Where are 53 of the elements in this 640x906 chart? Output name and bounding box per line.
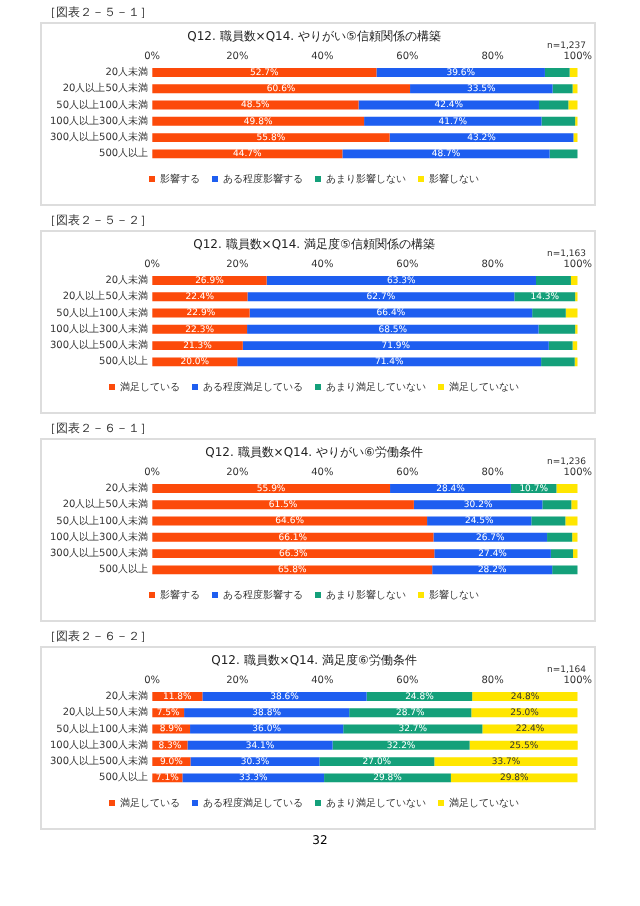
bar bbox=[532, 308, 566, 318]
bar bbox=[152, 500, 414, 510]
bar bbox=[152, 484, 391, 494]
bar bbox=[152, 516, 428, 526]
bar bbox=[547, 532, 573, 542]
bar bbox=[343, 724, 483, 734]
bar bbox=[434, 757, 578, 767]
bar bbox=[152, 549, 435, 559]
bar bbox=[531, 516, 566, 526]
bar bbox=[376, 68, 545, 78]
bar bbox=[184, 708, 350, 718]
bar bbox=[552, 84, 573, 94]
bar bbox=[536, 276, 571, 286]
bar bbox=[247, 324, 539, 334]
bar bbox=[152, 133, 390, 143]
bar bbox=[182, 773, 325, 783]
bar bbox=[549, 149, 578, 159]
bar bbox=[568, 100, 578, 110]
bar bbox=[242, 341, 549, 351]
bar bbox=[266, 276, 536, 286]
bar bbox=[342, 149, 550, 159]
bar bbox=[364, 116, 542, 126]
bar bbox=[152, 68, 377, 78]
bar bbox=[542, 500, 572, 510]
bar bbox=[544, 68, 570, 78]
bar bbox=[152, 565, 433, 575]
bar bbox=[556, 484, 578, 494]
bar bbox=[190, 724, 344, 734]
bar bbox=[237, 357, 542, 367]
bar bbox=[358, 100, 539, 110]
bar bbox=[548, 341, 573, 351]
bar bbox=[552, 565, 578, 575]
bar bbox=[152, 84, 411, 94]
bar bbox=[550, 549, 574, 559]
bar bbox=[541, 357, 575, 367]
bar bbox=[410, 84, 553, 94]
bar bbox=[152, 532, 434, 542]
bar bbox=[541, 116, 576, 126]
bar bbox=[152, 116, 365, 126]
bar bbox=[389, 133, 574, 143]
bar bbox=[571, 500, 578, 510]
bar bbox=[249, 308, 533, 318]
bar bbox=[187, 740, 333, 750]
bar bbox=[538, 100, 569, 110]
bar bbox=[565, 516, 578, 526]
bar bbox=[247, 292, 515, 302]
bar bbox=[565, 308, 578, 318]
bar bbox=[572, 532, 578, 542]
bar bbox=[202, 692, 367, 702]
bar bbox=[538, 324, 576, 334]
bar bbox=[152, 149, 343, 159]
bar bbox=[332, 740, 470, 750]
bar bbox=[152, 100, 359, 110]
